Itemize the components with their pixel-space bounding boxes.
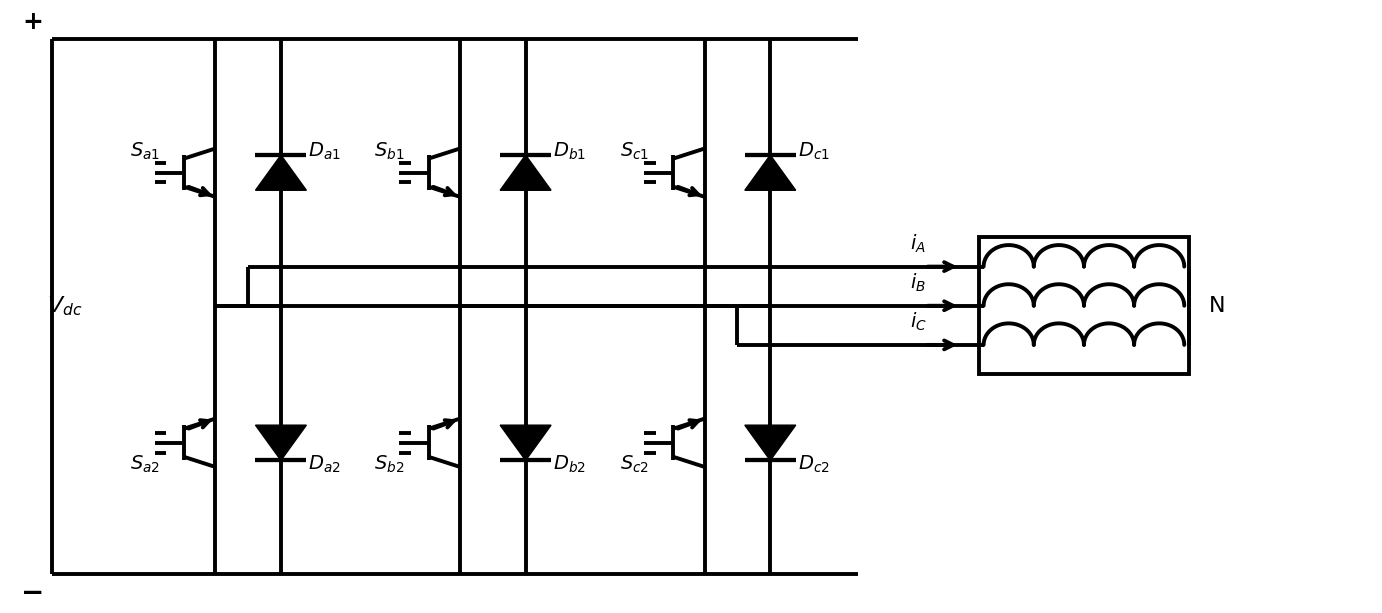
Polygon shape: [256, 425, 307, 460]
Text: $D_{a1}$: $D_{a1}$: [308, 140, 341, 162]
Polygon shape: [500, 155, 551, 190]
Text: $S_{a2}$: $S_{a2}$: [130, 454, 160, 475]
Text: $S_{b1}$: $S_{b1}$: [375, 140, 405, 162]
Text: $S_{c1}$: $S_{c1}$: [619, 140, 650, 162]
Text: $i_C$: $i_C$: [911, 311, 927, 333]
Text: +: +: [22, 10, 43, 34]
Text: $D_{a2}$: $D_{a2}$: [308, 454, 341, 475]
Text: $D_{c1}$: $D_{c1}$: [797, 140, 829, 162]
Text: $S_{b2}$: $S_{b2}$: [375, 454, 405, 475]
Text: $i_A$: $i_A$: [911, 232, 926, 255]
Text: $V_{dc}$: $V_{dc}$: [47, 294, 83, 318]
Polygon shape: [745, 155, 796, 190]
Text: $i_B$: $i_B$: [911, 272, 926, 294]
Text: $S_{c2}$: $S_{c2}$: [619, 454, 648, 475]
Polygon shape: [256, 155, 307, 190]
Bar: [978, 237, 1189, 375]
Text: $D_{b1}$: $D_{b1}$: [553, 140, 586, 162]
Polygon shape: [745, 425, 796, 460]
Text: −: −: [21, 579, 44, 607]
Text: N: N: [1209, 295, 1226, 316]
Polygon shape: [500, 425, 551, 460]
Text: $S_{a1}$: $S_{a1}$: [130, 140, 160, 162]
Text: $D_{b2}$: $D_{b2}$: [553, 454, 586, 475]
Text: $D_{c2}$: $D_{c2}$: [797, 454, 829, 475]
